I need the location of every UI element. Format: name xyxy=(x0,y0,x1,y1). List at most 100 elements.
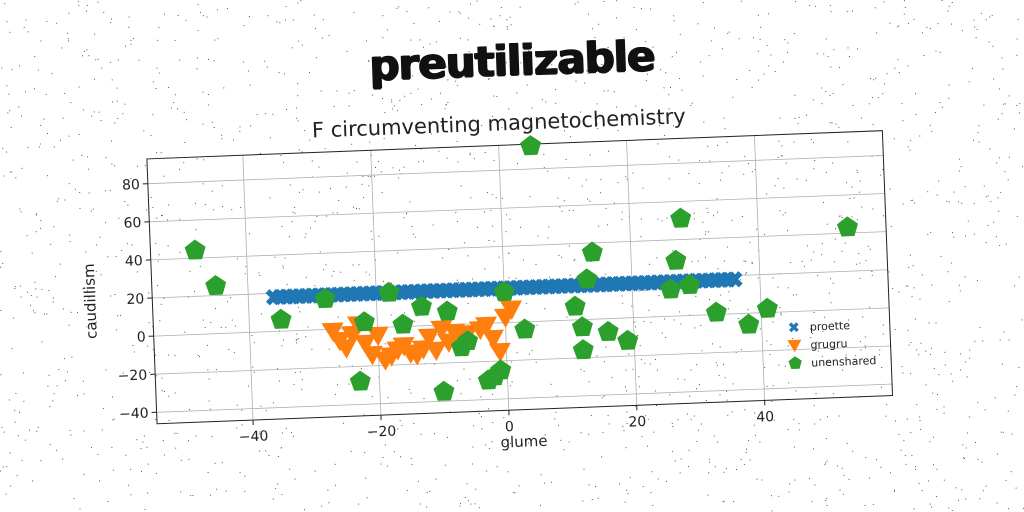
noise-speck xyxy=(56,200,58,202)
noise-speck xyxy=(726,399,728,401)
noise-speck xyxy=(669,394,671,396)
noise-speck xyxy=(607,47,609,48)
noise-speck xyxy=(14,409,16,411)
noise-speck xyxy=(69,234,71,236)
noise-speck xyxy=(640,236,642,238)
noise-speck xyxy=(925,384,927,386)
noise-speck xyxy=(626,390,628,392)
noise-speck xyxy=(721,48,723,50)
noise-speck xyxy=(907,285,909,287)
noise-speck xyxy=(95,59,97,61)
noise-speck xyxy=(929,28,931,29)
noise-speck xyxy=(105,157,107,159)
noise-speck xyxy=(680,458,682,460)
noise-speck xyxy=(664,318,665,320)
noise-speck xyxy=(883,83,885,85)
noise-speck xyxy=(125,45,126,47)
noise-speck xyxy=(555,411,557,413)
noise-speck xyxy=(907,22,909,24)
noise-speck xyxy=(428,7,430,9)
noise-speck xyxy=(301,378,303,380)
noise-speck xyxy=(638,376,640,378)
noise-speck xyxy=(1001,113,1003,115)
noise-speck xyxy=(467,39,469,41)
noise-speck xyxy=(638,290,640,292)
noise-speck xyxy=(903,13,905,15)
noise-speck xyxy=(448,248,450,250)
noise-speck xyxy=(847,47,849,49)
noise-speck xyxy=(879,174,881,176)
noise-speck xyxy=(709,461,711,463)
noise-speck xyxy=(743,260,745,262)
noise-speck xyxy=(656,257,658,259)
noise-speck xyxy=(487,192,488,194)
noise-speck xyxy=(353,12,355,13)
noise-speck xyxy=(332,212,334,214)
noise-speck xyxy=(368,59,370,61)
noise-speck xyxy=(5,151,7,153)
noise-speck xyxy=(930,353,931,355)
noise-speck xyxy=(456,140,458,142)
x-tick-label: −40 xyxy=(239,428,269,445)
noise-speck xyxy=(95,244,97,246)
noise-speck xyxy=(170,107,172,109)
noise-speck xyxy=(176,432,178,434)
noise-speck xyxy=(833,49,835,51)
noise-speck xyxy=(8,93,10,95)
noise-speck xyxy=(449,411,451,413)
noise-speck xyxy=(117,315,119,317)
noise-speck xyxy=(987,195,989,197)
noise-speck xyxy=(384,112,386,114)
noise-speck xyxy=(596,355,598,357)
noise-speck xyxy=(40,220,42,221)
noise-speck xyxy=(929,503,931,505)
noise-speck xyxy=(656,405,657,406)
noise-speck xyxy=(70,102,72,104)
noise-speck xyxy=(681,113,683,115)
noise-speck xyxy=(982,340,984,342)
noise-speck xyxy=(916,404,918,405)
noise-speck xyxy=(549,276,551,278)
noise-speck xyxy=(19,411,20,413)
noise-speck xyxy=(865,347,867,349)
noise-speck xyxy=(319,251,321,253)
noise-speck xyxy=(406,489,408,491)
noise-speck xyxy=(842,369,844,371)
noise-speck xyxy=(144,165,146,167)
noise-speck xyxy=(204,327,206,328)
noise-speck xyxy=(601,456,603,458)
noise-speck xyxy=(82,109,84,111)
noise-speck xyxy=(486,470,488,472)
noise-speck xyxy=(882,333,884,335)
noise-speck xyxy=(670,87,671,88)
noise-speck xyxy=(3,466,4,468)
noise-speck xyxy=(281,226,283,227)
noise-speck xyxy=(623,37,625,39)
noise-speck xyxy=(965,447,967,449)
noise-speck xyxy=(79,508,81,510)
noise-speck xyxy=(311,348,313,350)
noise-speck xyxy=(157,260,159,262)
noise-speck xyxy=(798,117,800,118)
noise-speck xyxy=(554,89,556,91)
noise-speck xyxy=(83,51,85,52)
noise-speck xyxy=(547,237,549,239)
noise-speck xyxy=(307,326,309,328)
noise-speck xyxy=(726,390,727,392)
noise-speck xyxy=(809,477,810,479)
noise-speck xyxy=(216,9,218,11)
noise-speck xyxy=(61,47,63,49)
noise-speck xyxy=(498,256,500,258)
noise-speck xyxy=(294,478,296,480)
noise-speck xyxy=(3,175,5,177)
noise-speck xyxy=(780,312,782,314)
data-point xyxy=(481,329,504,350)
noise-speck xyxy=(815,393,817,395)
noise-speck xyxy=(540,474,542,476)
noise-speck xyxy=(60,139,61,141)
noise-speck xyxy=(941,0,943,1)
noise-speck xyxy=(161,377,163,379)
noise-speck xyxy=(944,351,946,353)
noise-speck xyxy=(698,183,700,185)
noise-speck xyxy=(727,308,729,310)
